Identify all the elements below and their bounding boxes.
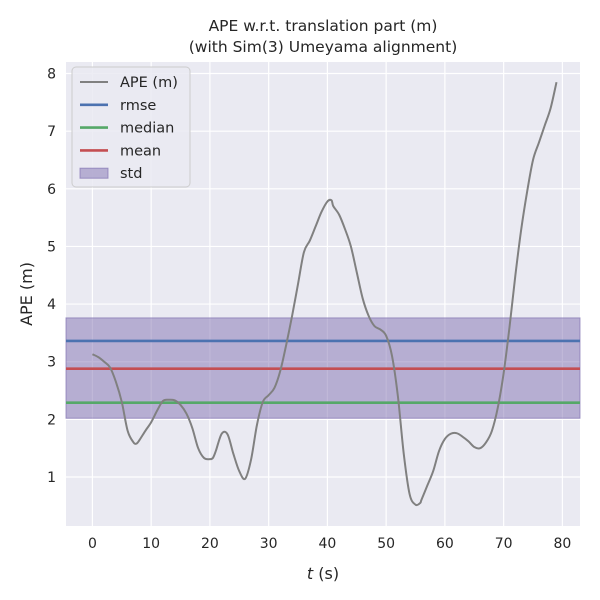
y-tick-label: 7 — [47, 124, 56, 140]
legend-label: APE (m) — [120, 75, 178, 91]
y-tick-label: 1 — [47, 470, 56, 486]
x-tick-label: 60 — [436, 536, 454, 552]
x-tick-label: 40 — [318, 536, 336, 552]
y-tick-label: 3 — [47, 355, 56, 371]
legend-label: std — [120, 166, 142, 182]
legend-box — [71, 66, 191, 188]
x-tick-label: 80 — [553, 536, 571, 552]
legend-label: median — [120, 121, 174, 137]
x-tick-labels: 0 10 20 30 40 50 60 70 80 — [88, 536, 571, 552]
y-tick-label: 4 — [47, 297, 56, 313]
x-axis-unit: (s) — [313, 564, 339, 583]
x-axis-label: t (s) — [307, 564, 339, 583]
legend: APE (m) rmse median mean std — [71, 66, 191, 188]
x-tick-label: 70 — [495, 536, 513, 552]
legend-label: mean — [120, 143, 161, 159]
y-axis-label: APE (m) — [17, 262, 36, 326]
y-tick-labels: 1 2 3 4 5 6 7 8 — [47, 67, 56, 486]
y-tick-label: 6 — [47, 182, 56, 198]
x-tick-label: 30 — [260, 536, 278, 552]
chart-subtitle: (with Sim(3) Umeyama alignment) — [189, 38, 458, 56]
x-tick-label: 10 — [142, 536, 160, 552]
ape-series-line — [91, 81, 558, 507]
legend-swatch — [79, 167, 109, 179]
x-tick-label: 50 — [377, 536, 395, 552]
y-tick-label: 2 — [47, 412, 56, 428]
y-tick-label: 8 — [47, 67, 56, 83]
x-axis-variable: t — [307, 564, 314, 583]
x-tick-label: 20 — [201, 536, 219, 552]
plot-layer — [65, 81, 581, 507]
legend-label: rmse — [120, 98, 156, 114]
chart-title: APE w.r.t. translation part (m) — [209, 17, 438, 35]
x-tick-label: 0 — [88, 536, 97, 552]
y-tick-label: 5 — [47, 239, 56, 255]
